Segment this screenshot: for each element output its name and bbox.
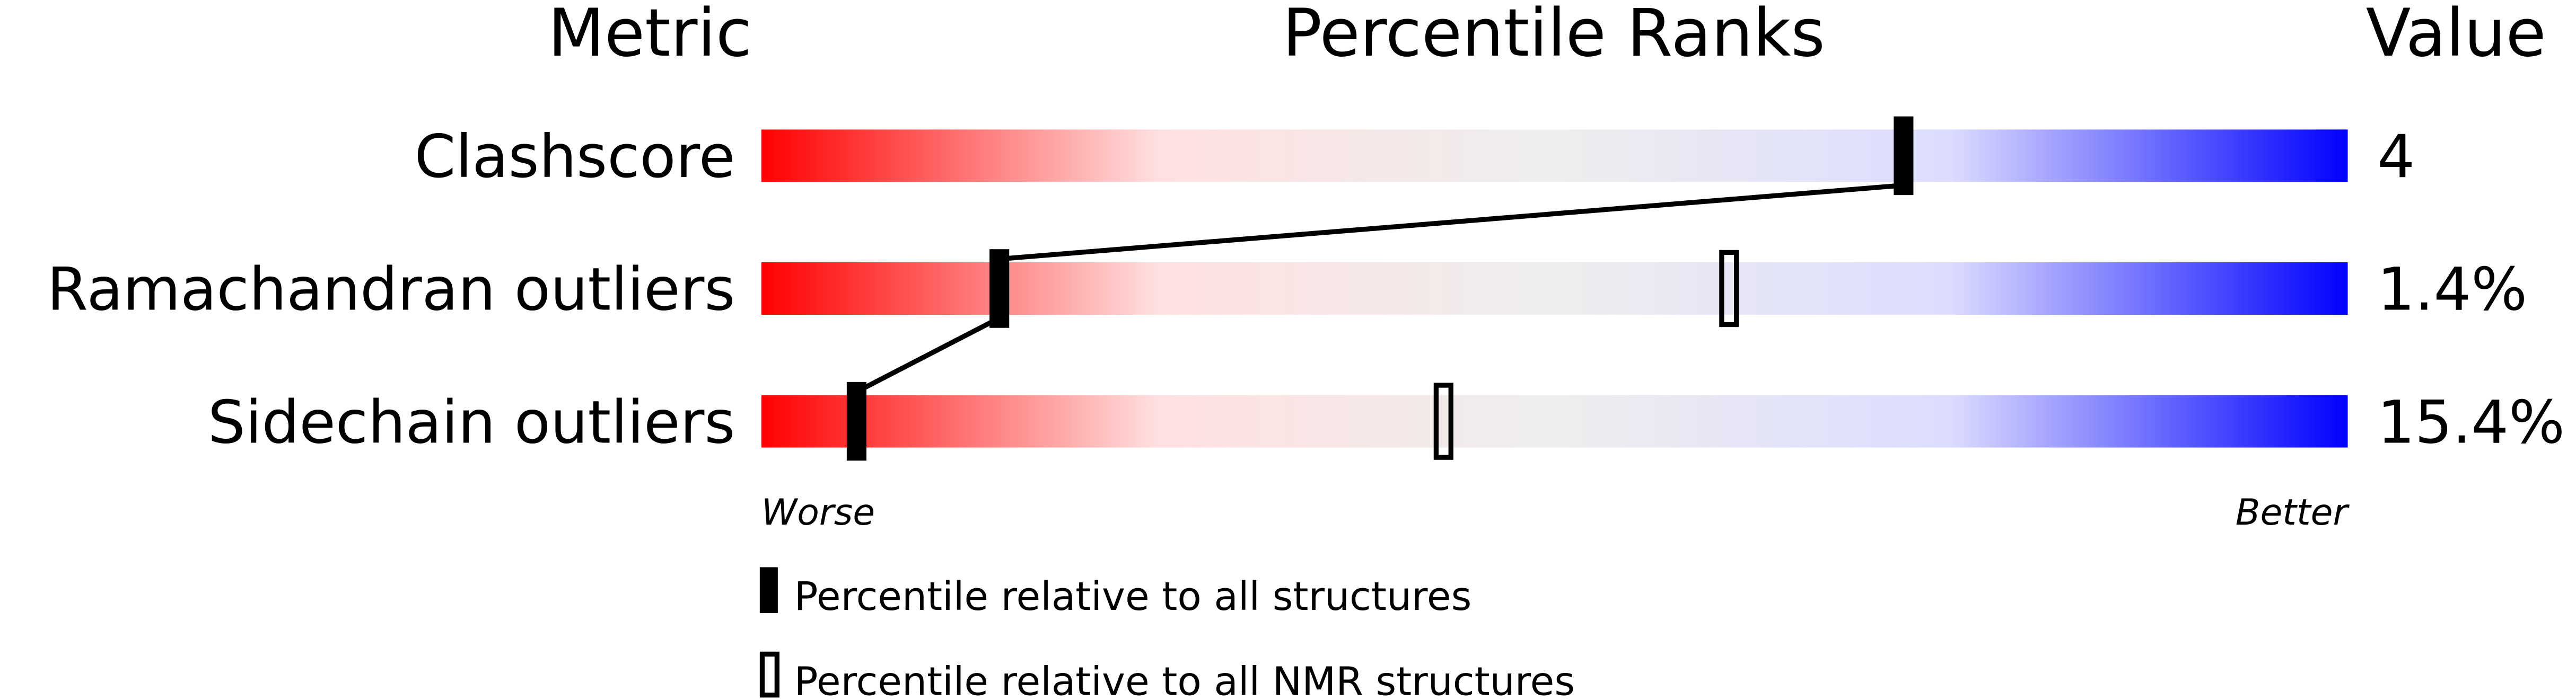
axis-label-better: Better: [2236, 492, 2350, 534]
percentile-bar: [761, 395, 2348, 448]
connector-line: [999, 182, 1904, 262]
nmr-percentile-marker: [1719, 250, 1739, 327]
header-metric: Metric: [548, 0, 752, 72]
connector-line: [855, 316, 1001, 394]
all-percentile-marker: [989, 249, 1010, 328]
legend-nmr-label: Percentile relative to all NMR structure…: [794, 659, 1575, 700]
header-percentile-ranks: Percentile Ranks: [1282, 0, 1825, 72]
metric-value: 15.4%: [2377, 388, 2565, 457]
percentile-bar: [761, 129, 2348, 182]
axis-label-worse: Worse: [761, 492, 875, 534]
metric-label: Sidechain outliers: [208, 388, 735, 457]
legend-all-label: Percentile relative to all structures: [794, 573, 1471, 619]
metric-value: 1.4%: [2377, 256, 2527, 324]
metric-label: Ramachandran outliers: [47, 256, 735, 324]
all-percentile-marker: [1894, 116, 1914, 196]
legend-filled-marker: [759, 567, 778, 614]
metric-value: 4: [2377, 123, 2415, 191]
percentile-bar: [761, 262, 2348, 315]
legend-open-marker: [759, 651, 779, 698]
metric-label: Clashscore: [415, 123, 735, 191]
all-percentile-marker: [846, 382, 866, 461]
header-value: Value: [2366, 0, 2546, 72]
nmr-percentile-marker: [1433, 383, 1453, 460]
